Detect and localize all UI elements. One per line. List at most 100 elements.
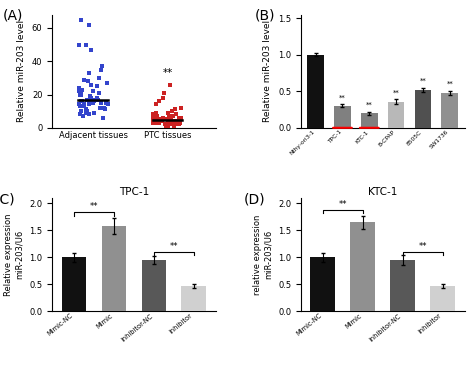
Point (161, 116, 169, 122)
Text: **: ** (366, 102, 373, 108)
Point (75, 85, 83, 91)
Point (93, 95, 101, 101)
Bar (390, 260, 415, 311)
Point (82, 107, 90, 112)
Title: TPC-1: TPC-1 (119, 187, 149, 197)
Point (161, 116, 169, 122)
Point (162, 122, 170, 127)
Bar (361, 113, 378, 128)
Bar (430, 286, 455, 311)
Point (168, 120, 175, 126)
Point (98, 63, 106, 69)
Point (80, 102, 88, 108)
Point (162, 122, 169, 127)
Point (173, 122, 181, 127)
Point (86, 93, 94, 99)
Point (158, 118, 165, 124)
Point (172, 112, 179, 117)
Text: **: ** (419, 242, 427, 251)
Text: **: ** (339, 95, 346, 101)
Point (175, 116, 182, 122)
Point (96, 105, 103, 111)
Text: **: ** (90, 202, 98, 212)
Point (155, 120, 163, 126)
Point (166, 118, 173, 124)
Point (91, 98, 98, 104)
Point (97, 67, 105, 72)
Point (103, 80, 111, 86)
Text: **: ** (447, 81, 453, 87)
Point (149, 120, 157, 126)
Point (152, 120, 160, 126)
Bar (101, 226, 127, 311)
Bar (415, 90, 431, 128)
Y-axis label: Relative miR-203 level: Relative miR-203 level (17, 20, 26, 122)
Bar (441, 93, 458, 128)
Point (86, 93, 94, 99)
Point (163, 123, 170, 129)
Point (82, 110, 90, 116)
Point (100, 105, 108, 111)
Point (151, 116, 158, 122)
Point (169, 108, 176, 114)
Point (149, 115, 157, 121)
Point (165, 113, 173, 119)
Point (153, 102, 160, 108)
Point (75, 88, 83, 94)
Y-axis label: Relative expression
miR-203/U6: Relative expression miR-203/U6 (4, 213, 24, 296)
Bar (62, 257, 86, 311)
Point (102, 100, 110, 106)
Bar (307, 55, 324, 128)
Point (167, 115, 174, 121)
Point (155, 120, 163, 126)
Point (85, 102, 93, 108)
Bar (142, 260, 166, 311)
Point (89, 88, 97, 94)
Point (99, 105, 106, 111)
Point (85, 97, 93, 102)
Point (76, 92, 83, 97)
Point (85, 112, 93, 117)
Point (95, 75, 102, 81)
Point (167, 115, 175, 121)
Point (166, 113, 174, 119)
Point (164, 110, 172, 116)
Point (167, 122, 174, 127)
Point (82, 42, 90, 48)
Point (155, 116, 162, 122)
Point (82, 107, 90, 112)
Y-axis label: relative expression
miR-203/U6: relative expression miR-203/U6 (253, 214, 273, 295)
Point (102, 107, 109, 112)
Point (78, 87, 86, 93)
Point (87, 95, 94, 101)
Point (159, 118, 166, 124)
Point (100, 115, 107, 121)
Point (88, 82, 95, 87)
Point (88, 46, 95, 52)
Text: **: ** (338, 200, 347, 209)
Point (175, 115, 183, 121)
Point (161, 90, 168, 96)
Point (77, 92, 84, 97)
Point (167, 118, 174, 124)
Bar (310, 257, 335, 311)
Point (149, 116, 156, 122)
Point (94, 97, 102, 102)
Bar (388, 101, 404, 128)
Point (155, 98, 163, 104)
Point (95, 90, 103, 96)
Point (78, 98, 85, 104)
Point (177, 105, 184, 111)
Point (75, 42, 82, 48)
Point (85, 22, 93, 27)
Point (83, 108, 91, 114)
Point (83, 97, 91, 102)
Point (176, 120, 184, 126)
Point (81, 103, 88, 109)
Point (80, 113, 87, 119)
Point (88, 98, 96, 104)
Text: **: ** (393, 90, 400, 96)
Point (160, 95, 167, 101)
Point (85, 70, 92, 76)
Point (175, 122, 183, 127)
